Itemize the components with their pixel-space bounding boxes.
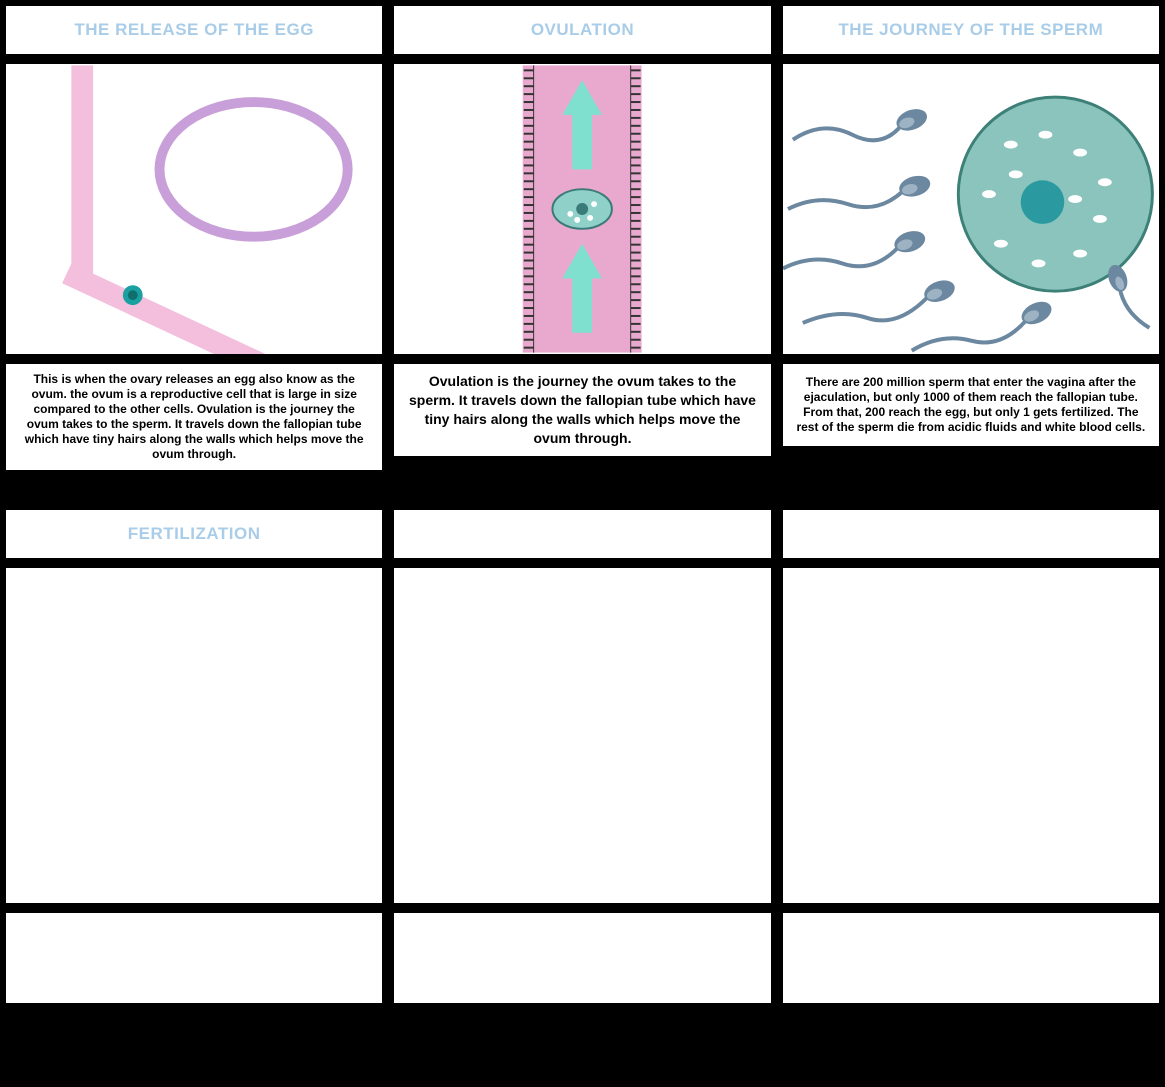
panel-illustration-sperm xyxy=(783,64,1159,354)
panel-illustration-empty xyxy=(783,568,1159,903)
panel-illustration-ovulation xyxy=(394,64,770,354)
panel-description: There are 200 million sperm that enter t… xyxy=(783,364,1159,446)
panel-illustration-empty xyxy=(6,568,382,903)
panel-description xyxy=(6,913,382,1003)
sperm-svg xyxy=(783,64,1159,354)
panel-title: THE RELEASE OF THE EGG xyxy=(6,6,382,54)
ovulation-svg xyxy=(394,64,770,354)
panel-illustration-empty xyxy=(394,568,770,903)
storyboard-cell: THE JOURNEY OF THE SPERM xyxy=(783,6,1159,470)
panel-title xyxy=(783,510,1159,558)
release-svg xyxy=(6,64,382,354)
panel-title: THE JOURNEY OF THE SPERM xyxy=(783,6,1159,54)
storyboard-cell: FERTILIZATION xyxy=(6,510,382,1003)
panel-description: Ovulation is the journey the ovum takes … xyxy=(394,364,770,456)
storyboard-grid: THE RELEASE OF THE EGG This is when the … xyxy=(6,6,1159,1003)
panel-title xyxy=(394,510,770,558)
panel-description: This is when the ovary releases an egg a… xyxy=(6,364,382,470)
panel-title: OVULATION xyxy=(394,6,770,54)
panel-description xyxy=(783,913,1159,1003)
panel-illustration-release xyxy=(6,64,382,354)
storyboard-cell xyxy=(394,510,770,1003)
panel-description xyxy=(394,913,770,1003)
storyboard-cell xyxy=(783,510,1159,1003)
storyboard-cell: THE RELEASE OF THE EGG This is when the … xyxy=(6,6,382,470)
storyboard-cell: OVULATION xyxy=(394,6,770,470)
panel-title: FERTILIZATION xyxy=(6,510,382,558)
